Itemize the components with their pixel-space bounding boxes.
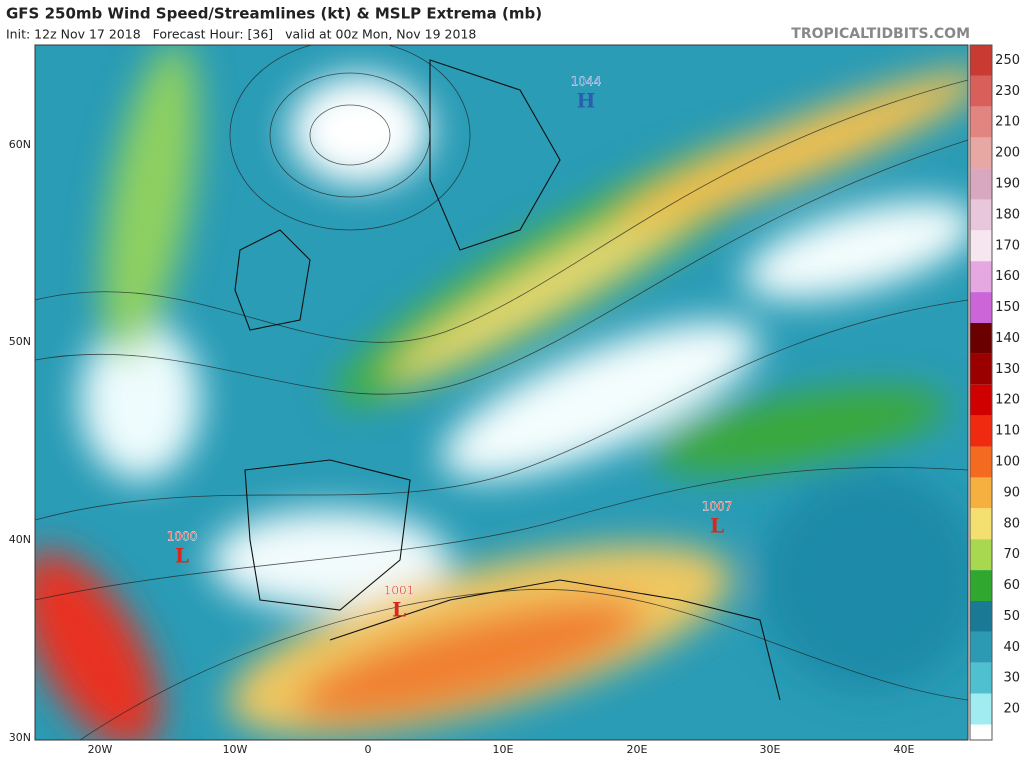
colorbar-cell	[970, 601, 992, 632]
colorbar-label: 50	[1003, 609, 1020, 624]
colorbar-label: 150	[995, 300, 1020, 315]
pressure-value: 1001	[384, 584, 415, 598]
colorbar-cell	[970, 570, 992, 601]
subtitle: Init: 12z Nov 17 2018 Forecast Hour: [36…	[6, 27, 476, 42]
colorbar-cell	[970, 106, 992, 138]
colorbar-label: 180	[995, 207, 1020, 222]
colorbar-cell	[970, 75, 992, 107]
pressure-value: 1000	[167, 530, 198, 544]
colorbar-cell	[970, 415, 992, 447]
colorbar-cell	[970, 539, 992, 571]
colorbar-label: 140	[995, 331, 1020, 346]
colorbar-cell	[970, 724, 992, 740]
colorbar-cell	[970, 384, 992, 416]
colorbar-cell	[970, 693, 992, 725]
colorbar-label: 20	[1003, 702, 1020, 717]
longitude-label: 20E	[627, 743, 648, 756]
source: TROPICALTIDBITS.COM	[791, 26, 970, 42]
colorbar-label: 160	[995, 269, 1020, 284]
latitude-label: 30N	[9, 731, 31, 744]
colorbar-label: 230	[995, 84, 1020, 99]
colorbar-cell	[970, 168, 992, 200]
pressure-value: 1044	[571, 75, 602, 89]
colorbar-label: 200	[995, 146, 1020, 161]
colorbar-cell	[970, 261, 992, 293]
longitude-label: 40E	[894, 743, 915, 756]
colorbar-label: 100	[995, 455, 1020, 470]
longitude-label: 30E	[760, 743, 781, 756]
pressure-symbol: L	[175, 544, 189, 568]
pressure-value: 1007	[702, 500, 733, 514]
colorbar-label: 40	[1003, 640, 1020, 655]
colorbar-cell	[970, 45, 992, 76]
map	[35, 45, 968, 740]
pressure-symbol: L	[710, 514, 724, 538]
title: GFS 250mb Wind Speed/Streamlines (kt) & …	[6, 5, 542, 23]
colorbar-cell	[970, 477, 992, 509]
colorbar-cell	[970, 230, 992, 262]
latitude-label: 60N	[9, 138, 31, 151]
latitude-label: 50N	[9, 335, 31, 348]
colorbar-cell	[970, 353, 992, 385]
colorbar-label: 70	[1003, 547, 1020, 562]
pressure-symbol: L	[392, 598, 406, 622]
colorbar-cell	[970, 508, 992, 540]
colorbar-label: 250	[995, 53, 1020, 68]
colorbar-label: 110	[995, 424, 1020, 439]
colorbar-label: 30	[1003, 671, 1020, 686]
colorbar-cell	[970, 199, 992, 231]
colorbar-label: 90	[1003, 485, 1020, 500]
colorbar-label: 210	[995, 115, 1020, 130]
latitude-label: 40N	[9, 533, 31, 546]
longitude-label: 10W	[223, 743, 248, 756]
colorbar-cell	[970, 446, 992, 478]
map-frame	[34, 44, 969, 741]
colorbar-cell	[970, 631, 992, 663]
colorbar-cell	[970, 292, 992, 323]
colorbar-label: 60	[1003, 578, 1020, 593]
colorbar-label: 130	[995, 362, 1020, 377]
colorbar-label: 170	[995, 238, 1020, 253]
colorbar-frame	[969, 44, 993, 741]
longitude-label: 20W	[88, 743, 113, 756]
colorbar-label: 80	[1003, 516, 1020, 531]
colorbar-label: 120	[995, 393, 1020, 408]
colorbar-label: 190	[995, 177, 1020, 192]
colorbar-cell	[970, 137, 992, 169]
pressure-symbol: H	[577, 89, 596, 113]
longitude-label: 10E	[493, 743, 514, 756]
colorbar-cell	[970, 662, 992, 694]
longitude-label: 0	[365, 743, 372, 756]
colorbar-cell	[970, 323, 992, 354]
